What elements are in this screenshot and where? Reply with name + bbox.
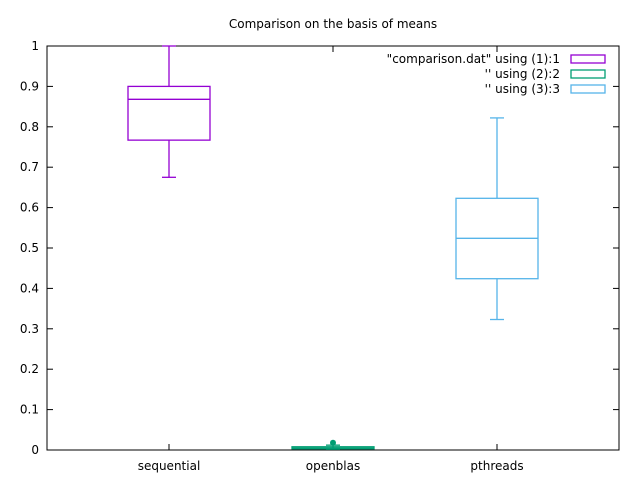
legend: "comparison.dat" using (1):1'' using (2)… bbox=[387, 52, 606, 96]
y-tick-label: 0.2 bbox=[20, 362, 39, 376]
outlier-point bbox=[330, 439, 336, 446]
box-pthreads bbox=[455, 117, 539, 321]
plot-frame bbox=[46, 45, 620, 451]
chart-title: Comparison on the basis of means bbox=[229, 17, 437, 31]
y-tick-label: 0.3 bbox=[20, 322, 39, 336]
y-tick-label: 1 bbox=[31, 39, 39, 53]
plot-axes bbox=[46, 45, 620, 451]
y-tick-label: 0.7 bbox=[20, 160, 39, 174]
y-tick-label: 0.6 bbox=[20, 201, 39, 215]
y-axis-ticks: 0 0.1 0.2 0.3 0.4 0.5 0.6 0.7 0.8 0.9 1 sequential o… bbox=[20, 39, 619, 473]
legend-swatch bbox=[570, 54, 606, 64]
x-tick-label: pthreads bbox=[470, 459, 523, 473]
x-tick-label: sequential bbox=[138, 459, 201, 473]
y-tick-label: 0 bbox=[31, 443, 39, 457]
box-series bbox=[127, 45, 539, 450]
legend-label: '' using (3):3 bbox=[485, 82, 560, 96]
interquartile-box bbox=[127, 85, 211, 141]
legend-label: "comparison.dat" using (1):1 bbox=[387, 52, 560, 66]
y-tick-label: 0.8 bbox=[20, 120, 39, 134]
legend-swatch bbox=[570, 84, 606, 94]
y-tick-label: 0.5 bbox=[20, 241, 39, 255]
y-tick-label: 0.4 bbox=[20, 281, 39, 295]
y-tick-label: 0.1 bbox=[20, 403, 39, 417]
y-tick-label: 0.9 bbox=[20, 79, 39, 93]
legend-swatch bbox=[570, 69, 606, 79]
x-tick-label: openblas bbox=[306, 459, 361, 473]
box-sequential bbox=[127, 45, 211, 178]
legend-label: '' using (2):2 bbox=[485, 67, 560, 81]
box-openblas bbox=[291, 439, 375, 450]
